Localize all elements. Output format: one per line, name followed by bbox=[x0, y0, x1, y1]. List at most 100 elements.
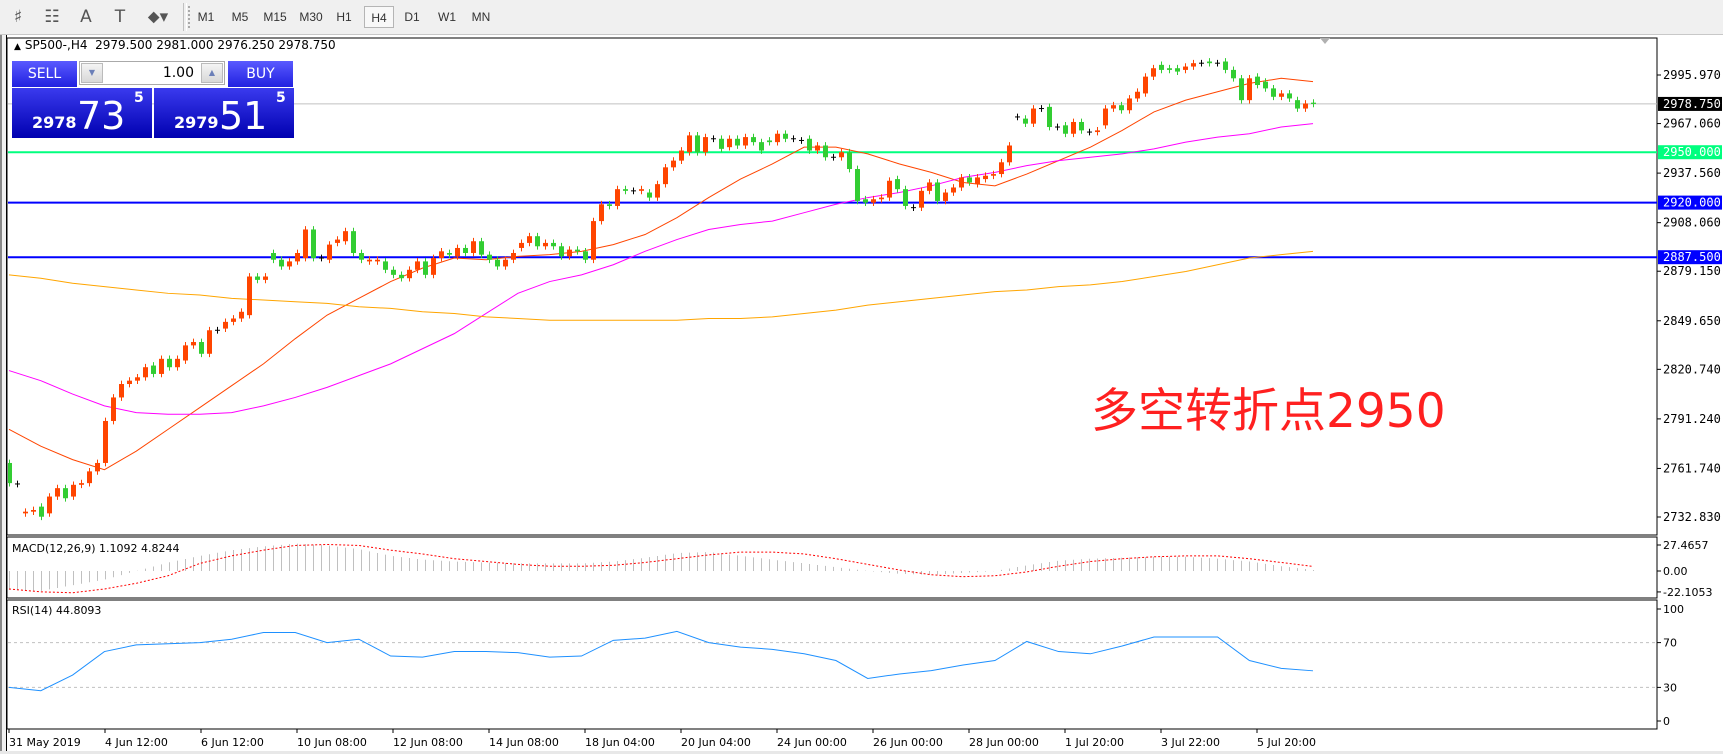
candle-body bbox=[655, 184, 660, 198]
candle bbox=[1239, 74, 1244, 104]
timeframe-m15[interactable]: M15 bbox=[263, 10, 287, 24]
candle bbox=[1295, 96, 1300, 112]
lot-size-input[interactable] bbox=[104, 64, 194, 82]
candle-body bbox=[327, 244, 332, 260]
candle bbox=[919, 187, 924, 212]
buy-button[interactable]: BUY bbox=[228, 61, 293, 87]
candle-body bbox=[207, 330, 212, 354]
timeframe-mn[interactable]: MN bbox=[471, 10, 491, 24]
candle-body bbox=[167, 358, 172, 368]
candle-body bbox=[415, 261, 420, 270]
candle bbox=[631, 187, 636, 195]
rsi-label: RSI(14) 44.8093 bbox=[12, 604, 101, 617]
chart-shift-marker-icon bbox=[1320, 38, 1330, 44]
candle-body bbox=[567, 249, 572, 257]
timeframe-h4[interactable]: H4 bbox=[364, 6, 394, 28]
candle-body bbox=[399, 274, 404, 279]
candle bbox=[319, 254, 324, 262]
lot-size-stepper[interactable]: ▼ ▲ bbox=[79, 61, 225, 85]
candle-body bbox=[375, 259, 380, 262]
timeframe-h1[interactable]: H1 bbox=[336, 10, 352, 24]
candle-body bbox=[1287, 93, 1292, 99]
timeframe-m1[interactable]: M1 bbox=[197, 10, 215, 24]
macd-tick-label: -22.1053 bbox=[1663, 586, 1712, 599]
sell-price-box[interactable]: 2978 73 5 bbox=[12, 88, 152, 138]
candle-body bbox=[639, 189, 644, 191]
toolbar-grip[interactable] bbox=[188, 6, 192, 28]
candle-body bbox=[647, 192, 652, 198]
candle bbox=[167, 355, 172, 371]
arrows-icon[interactable]: ⬥▾ bbox=[147, 7, 169, 27]
candle-body bbox=[487, 254, 492, 260]
candle bbox=[1119, 101, 1124, 114]
timeframe-m5[interactable]: M5 bbox=[231, 10, 249, 24]
time-tick-label: 1 Jul 20:00 bbox=[1065, 736, 1124, 749]
level-price-label-bg bbox=[1658, 195, 1722, 210]
candle-body bbox=[847, 152, 852, 170]
candle-body bbox=[447, 252, 452, 255]
timeframe-d1[interactable]: D1 bbox=[404, 10, 420, 24]
candle bbox=[951, 184, 956, 196]
candle bbox=[1071, 118, 1076, 138]
candle bbox=[671, 157, 676, 171]
candle-body bbox=[935, 182, 940, 201]
sell-button[interactable]: SELL bbox=[12, 61, 77, 87]
candle-body bbox=[1071, 121, 1076, 134]
pane-border-0 bbox=[6, 37, 1658, 536]
chart-window bbox=[0, 35, 1723, 754]
time-tick-label: 12 Jun 08:00 bbox=[393, 736, 463, 749]
timeframe-m30[interactable]: M30 bbox=[299, 10, 323, 24]
timeframe-w1[interactable]: W1 bbox=[438, 10, 456, 24]
sell-price-prefix: 2978 bbox=[32, 113, 77, 132]
candle-body bbox=[135, 377, 140, 381]
candle-body bbox=[743, 137, 748, 146]
candle-body bbox=[783, 133, 788, 139]
price-tick-label: 2732.830 bbox=[1663, 510, 1721, 524]
candle bbox=[351, 227, 356, 257]
candle bbox=[591, 217, 596, 264]
candle-body bbox=[367, 259, 372, 262]
candle-body bbox=[1295, 100, 1300, 109]
candle-body bbox=[271, 252, 276, 260]
candle bbox=[959, 174, 964, 191]
buy-price-box[interactable]: 2979 51 5 bbox=[154, 88, 294, 138]
candle bbox=[831, 153, 836, 161]
candle bbox=[1111, 101, 1116, 112]
candle bbox=[887, 177, 892, 201]
candle bbox=[63, 484, 68, 502]
text-label-icon[interactable]: T bbox=[114, 7, 126, 27]
candle bbox=[231, 315, 236, 326]
candle bbox=[207, 326, 212, 358]
candle-body bbox=[599, 204, 604, 222]
candle bbox=[103, 417, 108, 467]
elliott-wave-icon[interactable]: ♯ bbox=[13, 7, 23, 27]
candle-body bbox=[63, 488, 68, 499]
candle bbox=[871, 195, 876, 206]
text-icon[interactable]: A bbox=[80, 7, 92, 27]
macd-plot bbox=[8, 543, 1314, 594]
time-tick-label: 3 Jul 22:00 bbox=[1161, 736, 1220, 749]
price-tick-label: 2761.740 bbox=[1663, 461, 1721, 475]
candle bbox=[31, 506, 36, 516]
collapse-triangle-icon[interactable]: ▲ bbox=[14, 42, 21, 52]
candle-body bbox=[1247, 78, 1252, 101]
candle-body bbox=[407, 269, 412, 279]
fibonacci-icon[interactable]: ☷ bbox=[44, 7, 60, 27]
candle-body bbox=[23, 511, 28, 514]
candle-body bbox=[303, 229, 308, 259]
candle-body bbox=[255, 276, 260, 280]
candle-body bbox=[495, 259, 500, 267]
macd-label: MACD(12,26,9) 1.1092 4.8244 bbox=[12, 542, 180, 555]
price-tick-label: 2967.060 bbox=[1663, 117, 1721, 131]
candle-body bbox=[359, 252, 364, 260]
candle-body bbox=[559, 246, 564, 257]
candle bbox=[695, 132, 700, 156]
candle-body bbox=[527, 236, 532, 243]
time-tick-label: 24 Jun 00:00 bbox=[777, 736, 847, 749]
candle bbox=[271, 249, 276, 264]
candle bbox=[967, 174, 972, 186]
rsi-tick-label: 70 bbox=[1663, 637, 1677, 650]
lot-increase-icon[interactable]: ▲ bbox=[201, 63, 223, 83]
lot-decrease-icon[interactable]: ▼ bbox=[81, 63, 103, 83]
